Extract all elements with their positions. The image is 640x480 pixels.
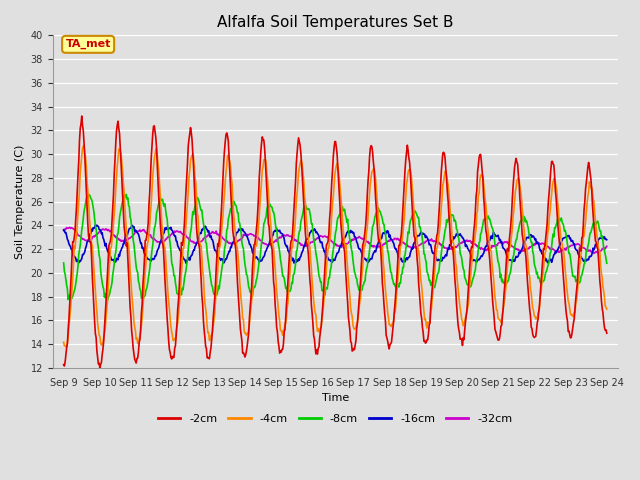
-16cm — [92, 222, 99, 228]
-16cm — [603, 237, 611, 242]
-32cm — [66, 225, 74, 230]
-16cm — [126, 226, 134, 231]
Line: -4cm: -4cm — [63, 145, 607, 347]
-8cm — [122, 192, 130, 197]
-32cm — [418, 240, 426, 246]
-2cm — [419, 324, 426, 330]
-8cm — [211, 291, 218, 297]
-32cm — [60, 228, 67, 233]
-4cm — [419, 292, 426, 298]
-8cm — [419, 238, 426, 243]
-2cm — [96, 365, 104, 371]
-4cm — [127, 277, 134, 283]
-8cm — [60, 260, 67, 266]
-8cm — [127, 216, 134, 222]
-32cm — [603, 243, 611, 249]
-32cm — [70, 227, 78, 232]
-8cm — [182, 267, 190, 273]
-32cm — [402, 242, 410, 248]
-4cm — [63, 344, 70, 350]
-16cm — [211, 247, 218, 253]
-2cm — [78, 113, 86, 119]
Y-axis label: Soil Temperature (C): Soil Temperature (C) — [15, 144, 25, 259]
-4cm — [211, 312, 218, 317]
-16cm — [419, 231, 426, 237]
-16cm — [60, 227, 67, 233]
-2cm — [127, 313, 134, 319]
-4cm — [70, 243, 78, 249]
-4cm — [60, 339, 67, 345]
-8cm — [603, 261, 611, 266]
Line: -32cm: -32cm — [63, 228, 607, 253]
Title: Alfalfa Soil Temperatures Set B: Alfalfa Soil Temperatures Set B — [217, 15, 453, 30]
Line: -16cm: -16cm — [63, 225, 607, 263]
-16cm — [182, 260, 190, 266]
-32cm — [210, 230, 218, 236]
Line: -8cm: -8cm — [63, 194, 607, 300]
-16cm — [181, 258, 189, 264]
Legend: -2cm, -4cm, -8cm, -16cm, -32cm: -2cm, -4cm, -8cm, -16cm, -32cm — [154, 410, 517, 429]
-2cm — [182, 188, 190, 193]
-8cm — [403, 241, 410, 247]
-2cm — [211, 296, 218, 301]
-4cm — [182, 222, 190, 228]
-2cm — [603, 330, 611, 336]
-2cm — [403, 149, 410, 155]
-4cm — [403, 181, 410, 187]
-4cm — [603, 306, 611, 312]
-8cm — [104, 298, 111, 303]
-4cm — [80, 143, 88, 148]
X-axis label: Time: Time — [321, 393, 349, 403]
-32cm — [126, 235, 134, 241]
-32cm — [181, 231, 189, 237]
-16cm — [70, 253, 77, 259]
-16cm — [403, 255, 410, 261]
-8cm — [70, 290, 77, 296]
Line: -2cm: -2cm — [63, 116, 607, 368]
-2cm — [60, 362, 67, 368]
Text: TA_met: TA_met — [65, 39, 111, 49]
-32cm — [590, 251, 598, 256]
-2cm — [70, 240, 77, 245]
